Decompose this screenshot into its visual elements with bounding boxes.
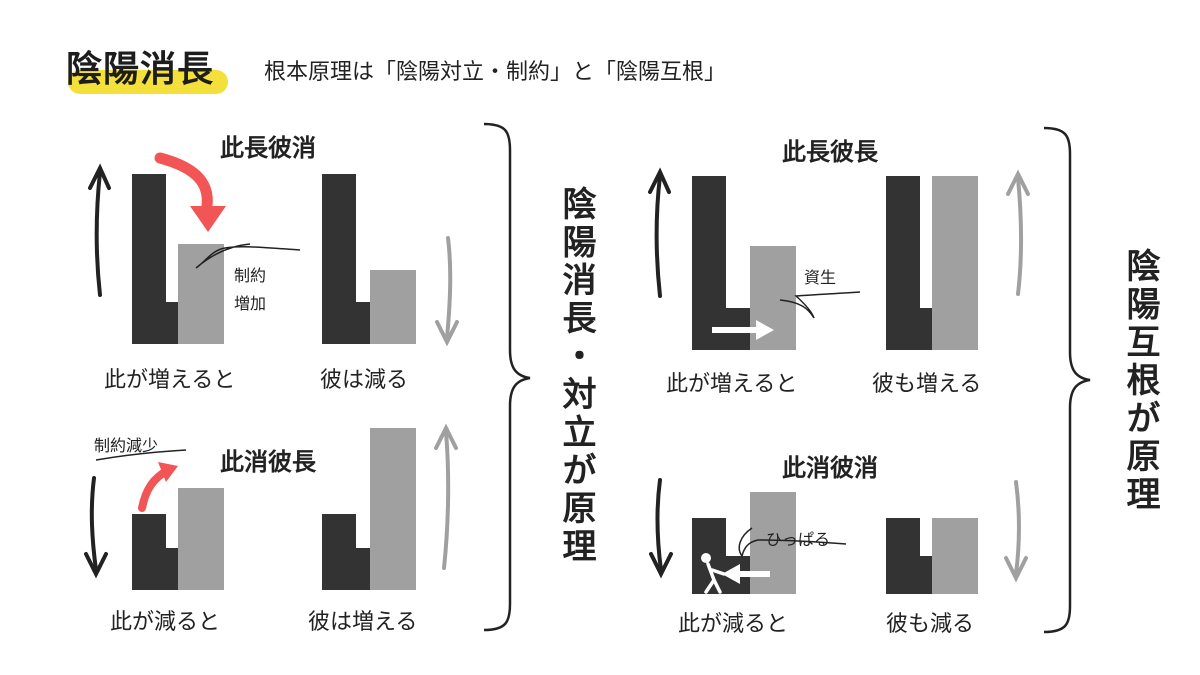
panel-3-graphics <box>648 167 1030 350</box>
yang-block <box>750 492 796 594</box>
panel-1-caption-left: 此が増えると <box>104 368 236 393</box>
red-arrow-head <box>190 206 226 232</box>
up-arrow-head <box>88 163 111 190</box>
panel-1-caption-right: 彼は減る <box>320 368 409 393</box>
yin-block-after <box>886 518 932 594</box>
down-arrow-icon <box>89 476 98 572</box>
up-arrow-icon <box>1016 176 1023 296</box>
down-arrow-head <box>84 552 108 579</box>
yang-block <box>178 244 224 344</box>
panel-4-heading: 此消彼消 <box>782 454 878 482</box>
curved-red-arrow-icon <box>154 152 213 218</box>
title-block: 陰陽消長 <box>66 40 228 94</box>
page-title: 陰陽消長 <box>66 49 215 90</box>
panel-4-graphics <box>649 478 1028 594</box>
title-highlight <box>68 70 228 94</box>
left-group-label: 陰陽消長・対立が原理 <box>556 186 596 566</box>
up-arrow-icon <box>94 170 102 297</box>
speech-bubble-tail <box>195 243 301 269</box>
down-arrow-head <box>649 552 673 579</box>
panel-2-heading: 此消彼長 <box>220 448 316 476</box>
up-arrow-icon <box>442 430 451 570</box>
panel-3-caption-right: 彼も増える <box>872 372 982 397</box>
left-arrow-head <box>722 564 740 584</box>
yin-block-after <box>322 514 370 590</box>
yang-block <box>178 488 224 590</box>
yang-block-after <box>932 176 978 350</box>
yin-block <box>132 174 178 344</box>
panel-1-heading: 此長彼消 <box>220 134 316 162</box>
yin-block-after <box>322 174 370 344</box>
note-underline <box>95 449 187 461</box>
down-arrow-icon <box>445 236 453 340</box>
panel-1-graphics <box>88 152 459 347</box>
panel-2-note: 制約減少 <box>94 436 159 455</box>
speech-bubble-tail <box>738 527 847 558</box>
up-arrow-head <box>648 167 671 194</box>
panel-4-caption-right: 彼も減る <box>886 612 975 637</box>
yin-block <box>132 514 178 590</box>
left-brace <box>483 122 531 632</box>
down-arrow-head <box>435 320 459 347</box>
right-arrow-head <box>756 320 774 340</box>
down-arrow-icon <box>1014 480 1021 576</box>
panel-3-note: 資生 <box>804 268 837 287</box>
down-arrow-head <box>1004 556 1028 583</box>
yang-block-after <box>370 270 416 344</box>
yang-block-after <box>932 518 978 594</box>
panel-1-note: 制約 増加 <box>234 266 267 313</box>
panel-4-caption-left: 此が減ると <box>678 612 789 637</box>
up-arrow-icon <box>654 174 662 298</box>
panel-2-caption-left: 此が減ると <box>110 610 221 635</box>
speech-bubble-tail <box>779 291 861 319</box>
up-arrow-head <box>1006 169 1030 196</box>
pulling-person-icon <box>701 553 726 594</box>
panel-3-caption-left: 此が増えると <box>666 372 798 397</box>
yin-block <box>692 176 750 350</box>
right-brace <box>1043 126 1091 634</box>
panel-3-heading: 此長彼長 <box>782 138 878 166</box>
page-subtitle: 根本原理は「陰陽対立・制約」と「陰陽互根」 <box>264 60 727 85</box>
up-arrow-head <box>434 423 458 450</box>
panel-2-graphics <box>84 423 458 590</box>
red-arrow-head <box>158 462 178 482</box>
down-arrow-icon <box>655 478 663 572</box>
panel-4-note: ひっぱる <box>766 530 831 549</box>
panel-2-caption-right: 彼は増える <box>308 610 418 635</box>
yin-block-after <box>886 176 932 350</box>
right-group-label: 陰陽互根が原理 <box>1120 248 1160 514</box>
yang-block-after <box>370 428 416 590</box>
